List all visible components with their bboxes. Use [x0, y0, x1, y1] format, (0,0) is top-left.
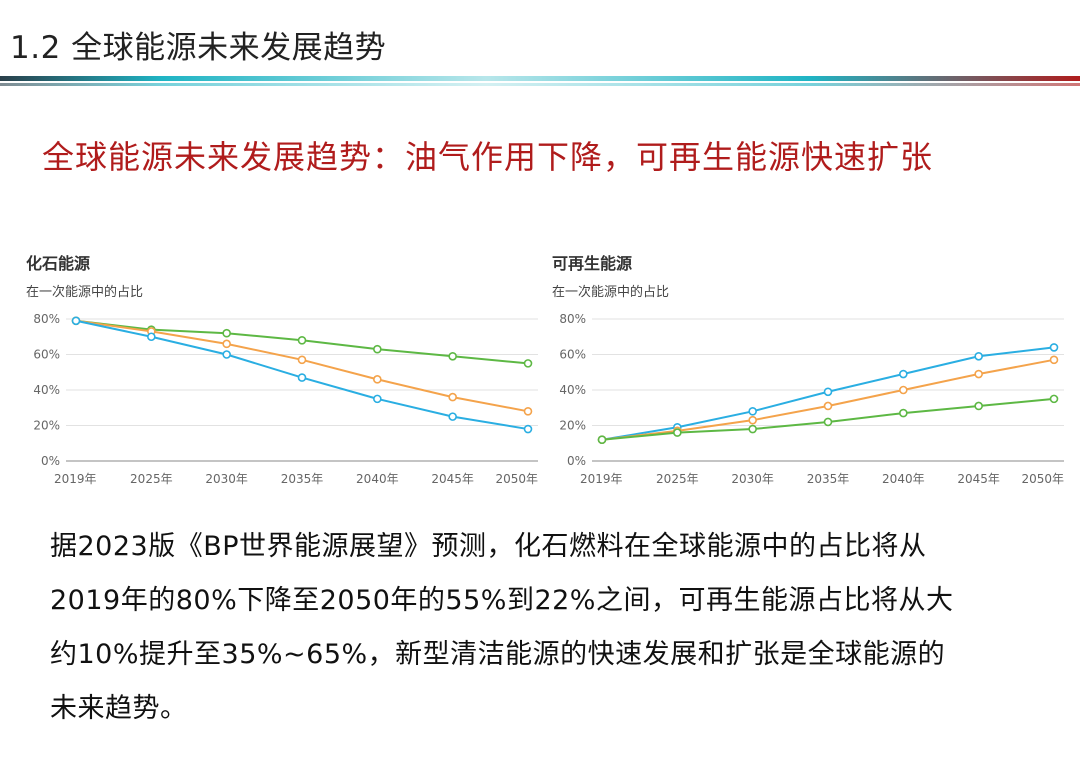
data-point: [1049, 343, 1059, 352]
fossil-energy-chart: 化石能源在一次能源中的占比 0% 20% 40% 60% 80% 2019年 2025年 203…: [8, 244, 548, 504]
chart-title: 可再生能源: [552, 254, 632, 273]
data-point: [899, 408, 908, 418]
data-point: [222, 350, 231, 359]
y-tick-label: 20%: [559, 419, 586, 433]
data-point: [373, 375, 382, 384]
data-point: [748, 424, 757, 434]
body-line-3: 约10%提升至35%~65%，新型清洁能源的快速发展和扩张是全球能源的: [50, 639, 946, 670]
data-point: [222, 328, 231, 338]
x-tick-label: 2040年: [356, 472, 399, 486]
x-tick-label: 2019年: [580, 472, 623, 486]
data-point: [222, 339, 231, 349]
y-tick-label: 80%: [559, 312, 586, 326]
chart-subtitle: 在一次能源中的占比: [552, 284, 669, 300]
x-tick-label: 2035年: [281, 472, 324, 486]
data-point: [448, 392, 457, 402]
data-point: [748, 415, 757, 425]
x-tick-label: 2050年: [1021, 472, 1064, 486]
body-line-1: 据2023版《BP世界能源展望》预测，化石燃料在全球能源中的占比将从: [50, 531, 927, 562]
data-point: [297, 373, 307, 382]
data-point: [373, 394, 382, 404]
body-line-4: 未来趋势。: [50, 693, 188, 724]
y-tick-label: 40%: [33, 383, 60, 397]
data-point: [448, 351, 457, 361]
x-tick-label: 2045年: [957, 472, 1000, 486]
x-tick-label: 2025年: [656, 472, 699, 486]
data-point: [523, 407, 533, 416]
x-tick-label: 2030年: [731, 472, 774, 486]
data-point: [823, 417, 833, 427]
data-point: [1049, 355, 1059, 365]
data-point: [823, 387, 833, 397]
y-tick-label: 80%: [33, 312, 60, 326]
y-tick-label: 20%: [33, 419, 60, 433]
data-point: [71, 316, 81, 326]
x-tick-label: 2040年: [882, 472, 925, 486]
data-point: [597, 435, 607, 444]
x-tick-label: 2050年: [495, 472, 538, 486]
data-point: [297, 355, 307, 365]
y-tick-label: 0%: [41, 454, 60, 468]
data-point: [974, 369, 983, 379]
data-point: [748, 407, 757, 416]
y-tick-label: 60%: [559, 348, 586, 362]
chart-title: 化石能源: [26, 254, 90, 273]
data-point: [373, 344, 382, 354]
data-point: [1049, 394, 1059, 404]
data-point: [974, 401, 983, 411]
data-point: [899, 385, 908, 395]
data-point: [974, 351, 983, 361]
data-point: [823, 401, 833, 411]
x-tick-label: 2045年: [431, 472, 474, 486]
data-point: [673, 428, 682, 437]
section-title: 1.2 全球能源未来发展趋势: [10, 30, 387, 66]
data-point: [448, 412, 457, 421]
data-point: [523, 424, 533, 434]
y-tick-label: 0%: [567, 454, 586, 468]
body-line-2: 2019年的80%下降至2050年的55%到22%之间，可再生能源占比将从大: [50, 585, 954, 616]
data-point: [297, 336, 307, 345]
x-tick-label: 2019年: [54, 472, 97, 486]
data-point: [899, 369, 908, 379]
renewable-energy-chart: 可再生能源在一次能源中的占比 0% 20% 40% 60% 80% 2019年 2025年 20…: [534, 244, 1074, 504]
x-tick-label: 2030年: [205, 472, 248, 486]
chart-subtitle: 在一次能源中的占比: [26, 284, 143, 300]
data-point: [523, 359, 533, 368]
y-tick-label: 40%: [559, 383, 586, 397]
headline: 全球能源未来发展趋势：油气作用下降，可再生能源快速扩张: [42, 138, 934, 176]
data-point: [147, 332, 156, 342]
x-tick-label: 2025年: [130, 472, 173, 486]
body-paragraph: 据2023版《BP世界能源展望》预测，化石燃料在全球能源中的占比将从 2019年…: [50, 520, 1050, 736]
y-tick-label: 60%: [33, 348, 60, 362]
x-tick-label: 2035年: [807, 472, 850, 486]
header-rule: [0, 76, 1080, 86]
